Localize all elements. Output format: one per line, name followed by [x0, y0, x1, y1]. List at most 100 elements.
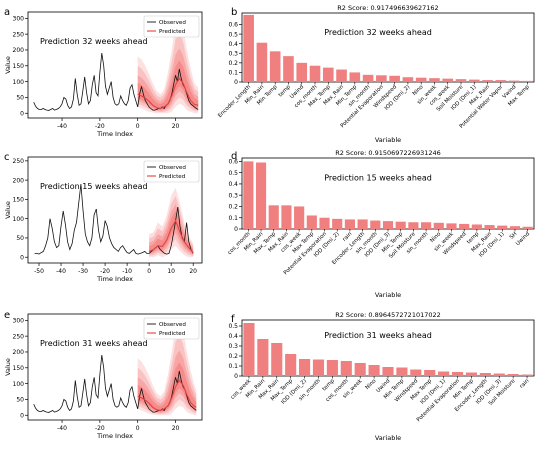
bar: [306, 215, 317, 229]
x-tick-label: -50: [34, 268, 44, 275]
x-tick-label: -20: [100, 268, 110, 275]
prediction-band: [137, 335, 197, 415]
y-tick-label: 0.1: [228, 70, 238, 77]
y-tick-label: 0.3: [228, 192, 238, 199]
x-tick-label: 10: [167, 268, 175, 275]
bar: [354, 363, 366, 376]
prediction-band: [137, 320, 197, 416]
y-tick-label: 0.5: [228, 170, 238, 177]
bar: [370, 220, 381, 229]
bar: [497, 225, 508, 229]
bar: [415, 77, 427, 82]
plot-content: [33, 18, 199, 114]
bar: [268, 205, 279, 229]
y-tick-label: 0: [20, 254, 24, 261]
x-tick-label: 20: [172, 425, 180, 432]
y-tick-label: 0: [234, 373, 238, 380]
y-tick-label: 250: [13, 158, 25, 165]
bar: [429, 78, 440, 82]
legend-observed-label: Observed: [159, 165, 186, 171]
y-tick-label: 150: [13, 63, 25, 70]
panel-label: b: [231, 7, 237, 18]
legend-box: [143, 317, 200, 340]
x-tick-label: 20: [189, 268, 197, 275]
bar: [299, 359, 311, 376]
bar: [442, 78, 454, 82]
y-axis-label: Value: [4, 56, 12, 74]
chart-title: R2 Score: 0.896457272101702​2: [335, 311, 441, 319]
y-tick-label: 0.6: [228, 159, 238, 166]
panel-d-bar-chart: d R2 Score: 0.915069722693124​6 0 0.1 0.2 0.3…: [227, 149, 535, 299]
bar: [285, 354, 297, 376]
prediction-band: [137, 350, 197, 413]
x-axis-label: Variable: [375, 136, 401, 144]
panel-f-bar-chart: f R2 Score: 0.896457272101702​2 0 0.1 0.2 0.3…: [228, 311, 535, 442]
bar: [326, 360, 338, 376]
bar: [281, 205, 292, 229]
y-tick-label: 200: [13, 177, 25, 184]
bar: [376, 75, 387, 82]
observed-series-line: [34, 183, 194, 255]
legend-predicted-label: Predicted: [159, 331, 186, 337]
panel-e-line-chart: e 0 50 100 150 200 250 300 -40 -20 0 20 Time Index Va…: [4, 310, 203, 440]
prediction-annotation: Prediction 15 weeks ahead: [324, 174, 432, 183]
y-tick-label: 200: [13, 47, 25, 54]
plot-content: [33, 320, 197, 416]
y-tick-label: 0.3: [228, 50, 238, 57]
predicted-series-line: [137, 77, 199, 110]
bar: [408, 222, 419, 229]
bar: [319, 217, 330, 229]
prediction-band: [149, 196, 194, 257]
bar: [322, 67, 334, 82]
bar: [438, 371, 450, 376]
bar: [471, 224, 482, 229]
bar: [495, 80, 507, 82]
bar: [243, 14, 254, 83]
bar: [479, 373, 491, 376]
x-axis-label: Variable: [375, 291, 401, 299]
bar: [257, 339, 269, 376]
bar: [336, 69, 347, 82]
panel-label: e: [4, 310, 10, 321]
y-tick-label: 0.4: [228, 181, 238, 188]
bar: [368, 365, 380, 376]
bar: [362, 74, 374, 82]
y-tick-label: 0: [20, 412, 24, 419]
prediction-band: [137, 18, 199, 114]
prediction-annotation: Prediction 31 weeks ahead: [40, 339, 148, 348]
prediction-annotation: Prediction 32 weeks ahead: [324, 28, 432, 37]
bar: [402, 77, 414, 82]
bar: [493, 373, 505, 376]
bar: [382, 367, 394, 376]
y-tick-label: 100: [13, 381, 25, 388]
predicted-series-line: [137, 379, 197, 412]
legend-box: [143, 15, 200, 38]
bar: [507, 374, 519, 376]
bar: [283, 56, 294, 82]
bar: [349, 72, 361, 82]
y-tick-label: 0: [234, 79, 238, 86]
x-tick-label: -20: [95, 123, 105, 130]
bar: [271, 343, 283, 376]
bar: [389, 75, 400, 82]
x-tick-label: 0: [147, 268, 151, 275]
y-tick-label: 0.6: [228, 22, 238, 29]
y-tick-label: 0.5: [228, 323, 238, 330]
prediction-band: [149, 187, 194, 258]
y-axis-label: Value: [4, 201, 12, 219]
bar: [451, 372, 464, 376]
x-tick-label: -20: [95, 425, 105, 432]
bar: [433, 222, 444, 229]
y-tick-label: 0.4: [228, 41, 238, 48]
y-tick-label: 150: [13, 197, 25, 204]
panel-label: a: [4, 7, 10, 18]
prediction-band: [137, 48, 199, 111]
prediction-annotation: Prediction 31 weeks ahead: [324, 331, 432, 340]
bar: [424, 370, 436, 376]
bar: [255, 162, 267, 229]
x-axis-label: Time Index: [96, 275, 133, 283]
bar: [522, 226, 533, 229]
bar: [256, 42, 268, 82]
y-tick-label: 0.1: [228, 363, 238, 370]
chart-title: R2 Score: 0.915069722693124​6: [335, 149, 441, 157]
